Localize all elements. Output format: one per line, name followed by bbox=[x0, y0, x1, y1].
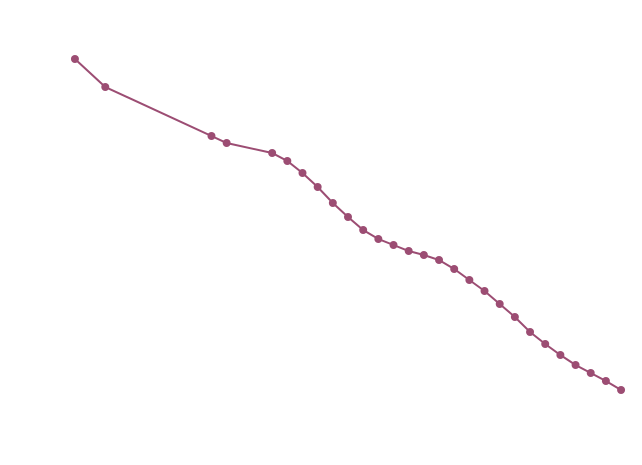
point bbox=[601, 377, 610, 385]
point bbox=[435, 256, 444, 264]
point bbox=[571, 361, 580, 369]
point bbox=[359, 226, 368, 234]
point bbox=[207, 132, 216, 140]
point bbox=[419, 251, 428, 259]
point bbox=[101, 83, 110, 91]
point bbox=[450, 265, 459, 273]
point bbox=[556, 351, 565, 359]
series-line bbox=[74, 58, 622, 391]
point bbox=[268, 149, 277, 157]
point bbox=[313, 183, 322, 191]
point bbox=[70, 55, 79, 63]
point bbox=[541, 340, 550, 348]
point bbox=[465, 276, 474, 284]
point bbox=[374, 235, 383, 243]
point bbox=[526, 328, 535, 336]
point bbox=[617, 386, 626, 394]
point bbox=[283, 157, 292, 165]
point bbox=[389, 241, 398, 249]
point bbox=[222, 139, 231, 147]
point bbox=[586, 369, 595, 377]
point bbox=[344, 213, 353, 221]
point bbox=[495, 300, 504, 308]
point bbox=[510, 313, 519, 321]
point bbox=[404, 247, 413, 255]
point bbox=[328, 199, 337, 207]
point bbox=[480, 287, 489, 295]
point bbox=[298, 169, 307, 177]
